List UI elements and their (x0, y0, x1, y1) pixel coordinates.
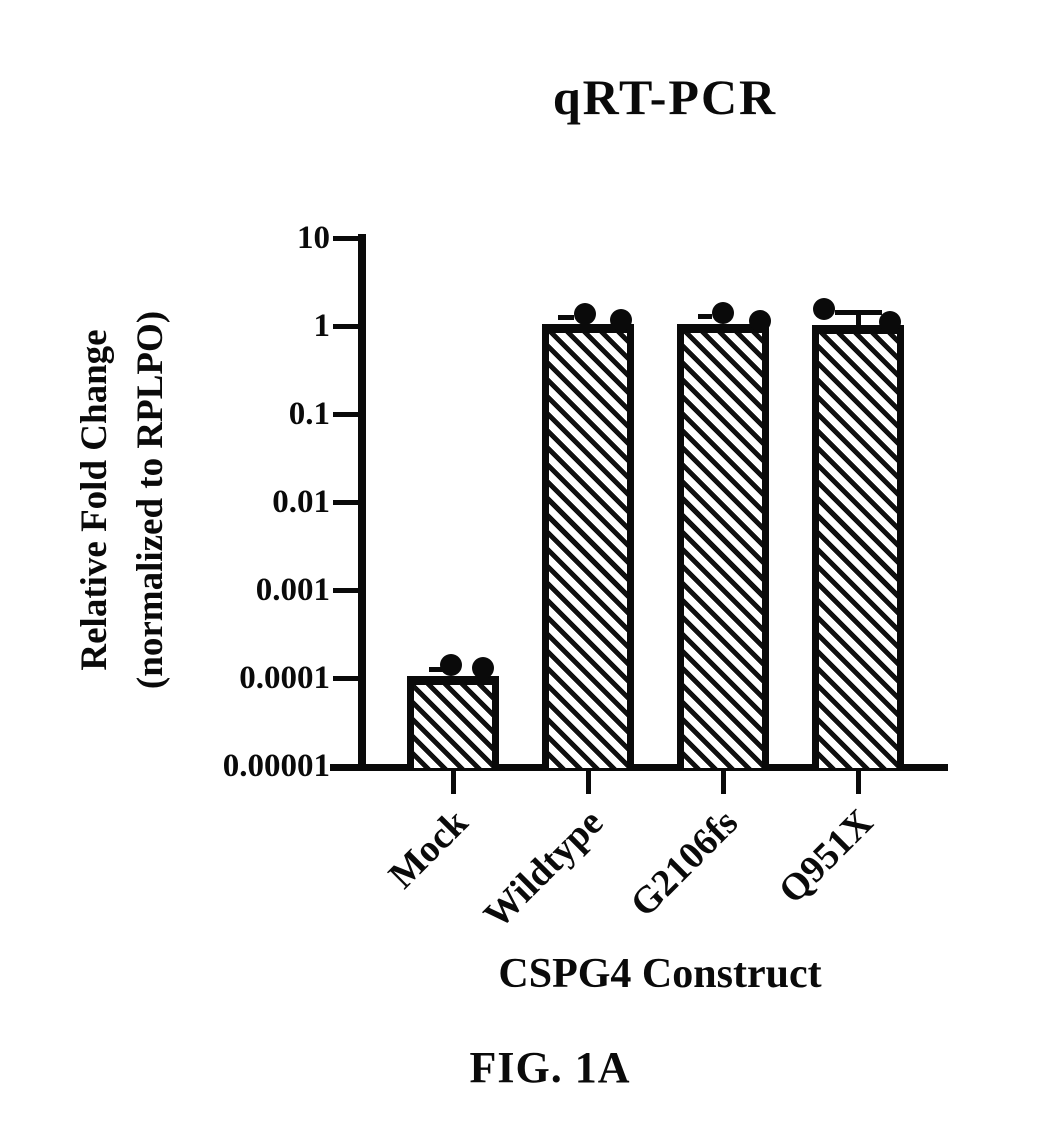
data-point-g2106fs (712, 302, 734, 325)
y-tick-0.0001 (333, 676, 358, 681)
x-category-label-q951x: Q951X (770, 801, 882, 912)
data-point-q951x (879, 310, 901, 333)
bar-g2106fs (677, 324, 769, 768)
x-tick-q951x (856, 771, 861, 794)
bar-wildtype (542, 324, 634, 768)
y-tick-0.001 (333, 588, 358, 593)
y-tick-label-0.01: 0.01 (272, 484, 330, 520)
error-cap-wildtype (558, 315, 574, 321)
y-tick-0.00001 (333, 764, 358, 769)
error-cap-g2106fs (698, 313, 712, 319)
figure-caption: FIG. 1A (469, 1043, 631, 1092)
x-tick-g2106fs (721, 771, 726, 794)
data-point-wildtype (610, 308, 632, 331)
error-whisker-q951x (856, 311, 861, 332)
y-axis-line (358, 234, 366, 771)
x-category-label-g2106fs: G2106fs (622, 801, 747, 926)
x-axis-label: CSPG4 Construct (498, 951, 822, 997)
error-cap-q951x (834, 309, 882, 315)
data-point-q951x (813, 298, 835, 321)
y-tick-1 (333, 324, 358, 329)
bar-q951x (812, 325, 904, 768)
x-category-label-mock: Mock (380, 801, 477, 897)
y-tick-label-0.001: 0.001 (255, 572, 330, 608)
x-tick-mock (451, 771, 456, 794)
y-tick-label-0.00001: 0.00001 (222, 748, 330, 784)
data-point-wildtype (574, 302, 596, 325)
error-cap-mock (429, 666, 445, 672)
chart-title: qRT-PCR (552, 69, 778, 125)
data-point-mock (440, 654, 462, 677)
y-tick-label-0.0001: 0.0001 (239, 660, 330, 696)
y-tick-10 (333, 236, 358, 241)
y-tick-0.1 (333, 412, 358, 417)
y-tick-label-1: 1 (313, 308, 331, 344)
y-tick-label-0.1: 0.1 (288, 396, 330, 432)
data-point-g2106fs (749, 309, 771, 332)
y-tick-label-10: 10 (297, 220, 330, 256)
data-point-mock (472, 656, 494, 679)
y-tick-0.01 (333, 500, 358, 505)
x-tick-wildtype (586, 771, 591, 794)
bar-mock (407, 676, 499, 768)
x-axis-line (330, 764, 948, 771)
x-category-label-wildtype: Wildtype (475, 801, 612, 937)
